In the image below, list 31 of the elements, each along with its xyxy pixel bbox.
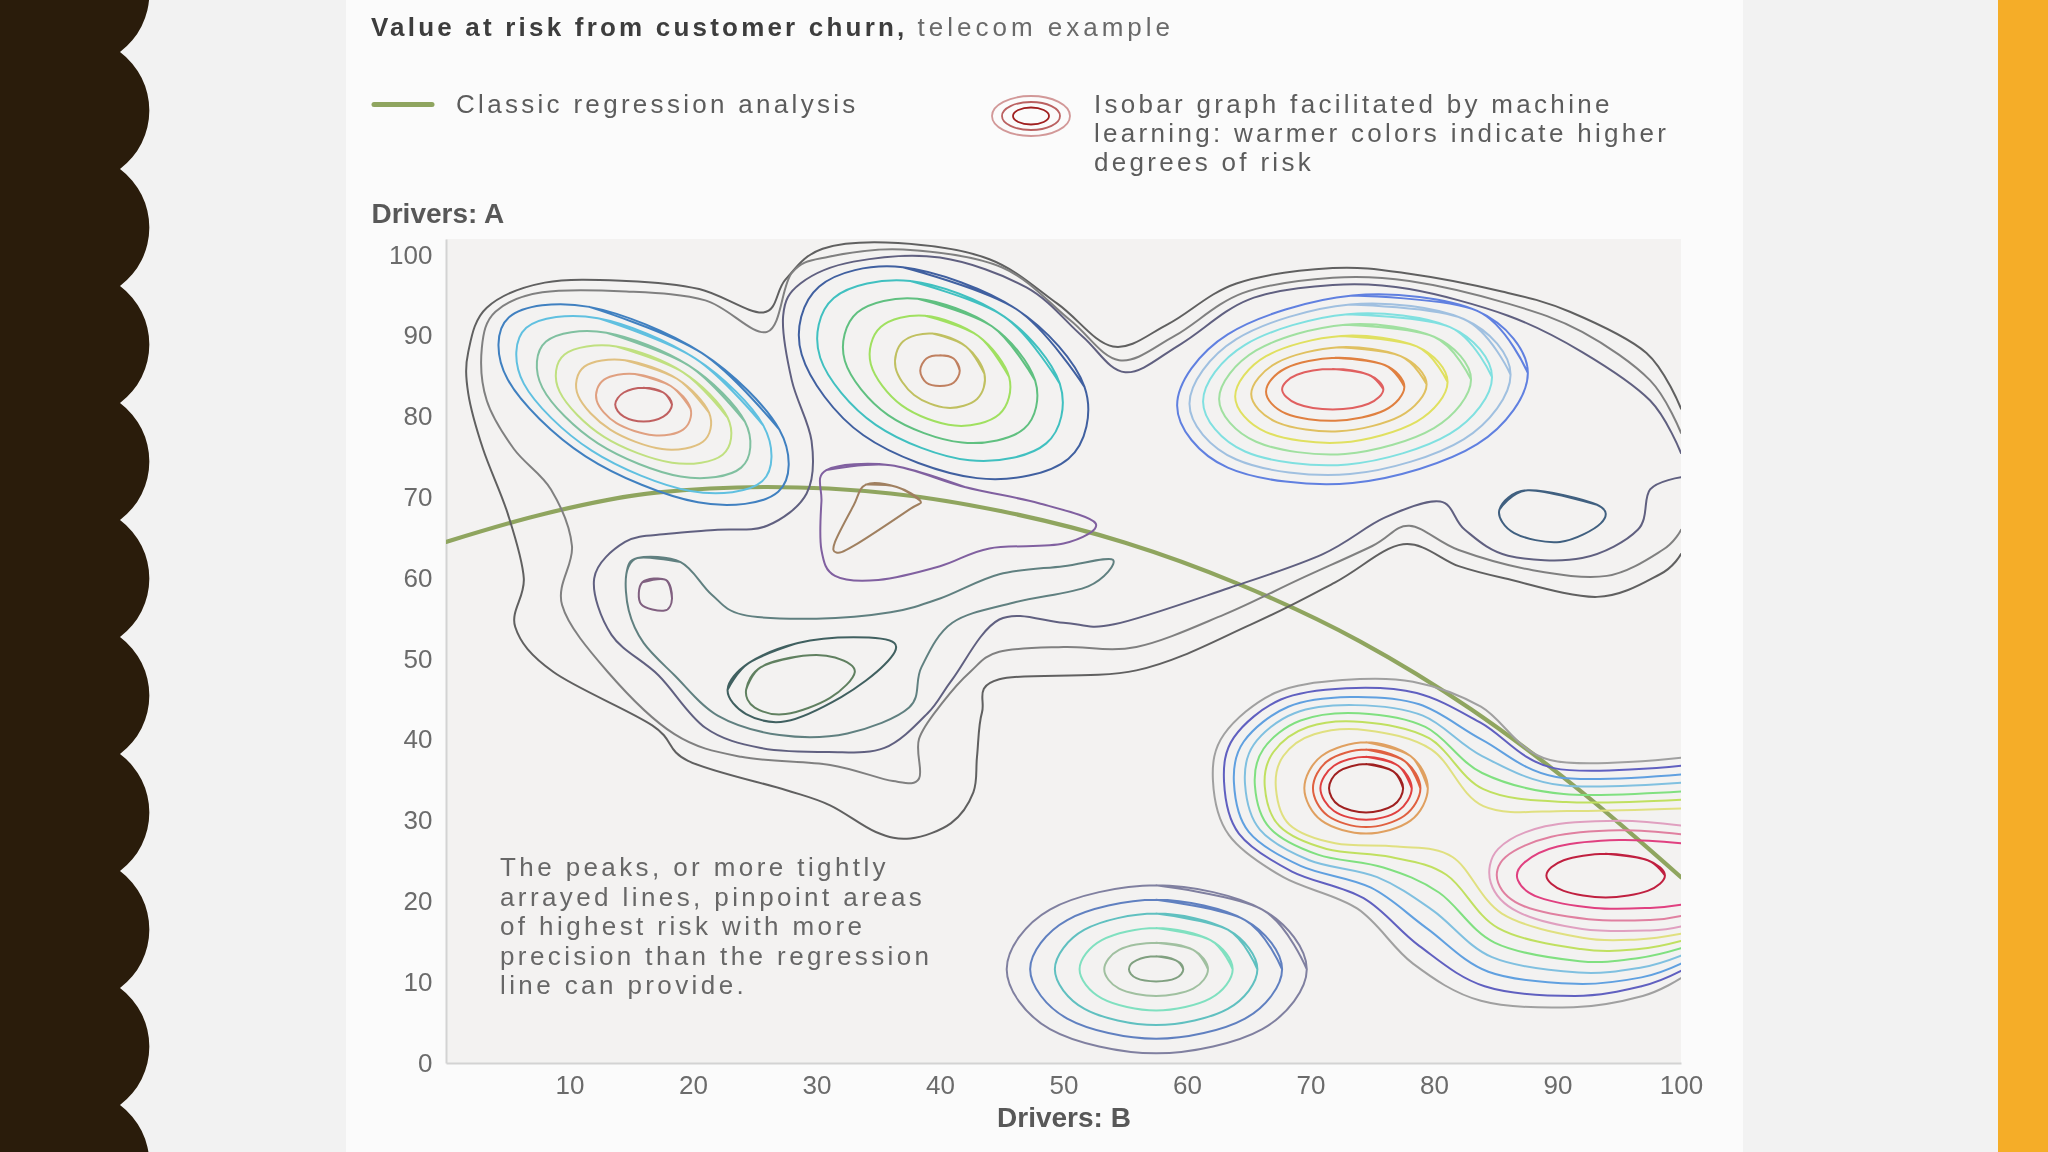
x-tick-label: 70 (1296, 1069, 1326, 1100)
legend-label: Isobar graph facilitated by machine learning: warmer colors indicate higher degrees of risk (1094, 89, 1670, 177)
chart-subtitle: telecom example (917, 12, 1175, 42)
x-tick-label: 30 (802, 1069, 832, 1100)
legend-label: Classic regression analysis (456, 89, 859, 119)
line-series (1516, 839, 1681, 910)
x-tick-label: 90 (1543, 1069, 1573, 1100)
y-tick-label: 90 (403, 320, 433, 351)
y-tick-label: 50 (403, 643, 433, 674)
y-tick-label: 40 (403, 724, 433, 755)
y-axis-title: Drivers: A (371, 197, 505, 229)
x-tick-label: 50 (1049, 1069, 1079, 1100)
chart-title: Value at risk from customer churn, (371, 12, 908, 42)
line-series (1488, 819, 1681, 933)
x-tick-label: 100 (1659, 1069, 1704, 1100)
x-tick-label: 40 (926, 1069, 955, 1100)
x-axis-title: Drivers: B (997, 1101, 1131, 1133)
y-tick-label: 10 (403, 966, 433, 997)
x-tick-label: 60 (1173, 1069, 1202, 1100)
annotation: The peaks, or more tightly arrayed lines, pinpoint areas of highest risk with more precision than the regression line can provide. (500, 852, 933, 1001)
y-tick-label: 30 (403, 805, 433, 836)
y-tick-label: 100 (389, 239, 433, 270)
y-tick-label: 60 (403, 562, 433, 593)
x-tick-label: 10 (555, 1069, 585, 1100)
y-tick-label: 70 (403, 482, 433, 513)
x-tick-label: 20 (679, 1069, 708, 1100)
y-tick-label: 80 (403, 401, 433, 432)
line-series (446, 484, 1681, 880)
y-tick-label: 20 (403, 885, 433, 916)
x-tick-label: 80 (1420, 1069, 1449, 1100)
y-tick-label: 0 (418, 1047, 433, 1078)
